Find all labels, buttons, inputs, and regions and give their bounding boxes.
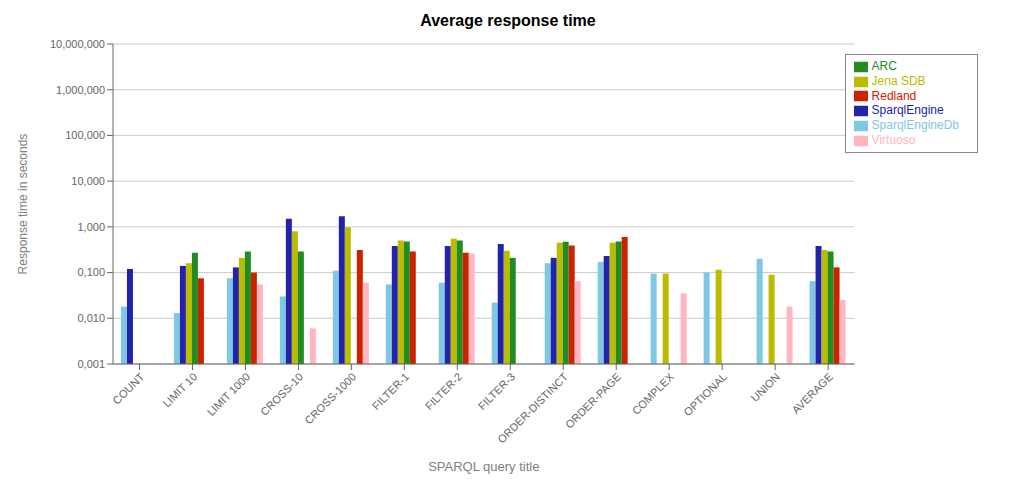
- svg-text:ORDER-DISTINCT: ORDER-DISTINCT: [495, 370, 570, 445]
- html-text:Redland: Redland: [871, 88, 917, 103]
- svg-text:0,100: 0,100: [77, 266, 105, 278]
- svg-text:FILTER-3: FILTER-3: [476, 370, 518, 412]
- html-text:Average response time: Average response time: [420, 12, 596, 29]
- html-text:SparqlEngine: SparqlEngine: [871, 103, 944, 118]
- svg-text:Response time in seconds: Response time in seconds: [16, 134, 30, 275]
- svg-text:AVERAGE: AVERAGE: [790, 370, 836, 416]
- svg-text:10,000: 10,000: [71, 175, 105, 187]
- svg-text:100,000: 100,000: [65, 129, 105, 141]
- html-text:ARC: ARC: [871, 59, 897, 73]
- html-text:Virtuoso: Virtuoso: [871, 133, 916, 148]
- svg-text:1,000: 1,000: [77, 221, 105, 233]
- svg-text:LIMIT 10: LIMIT 10: [160, 370, 199, 409]
- svg-text:0,010: 0,010: [77, 312, 105, 324]
- html-text:Jena SDB: Jena SDB: [871, 73, 926, 88]
- svg-text:ORDER-PAGE: ORDER-PAGE: [563, 370, 623, 430]
- svg-text:FILTER-2: FILTER-2: [423, 370, 465, 412]
- svg-text:CROSS-1000: CROSS-1000: [302, 370, 358, 426]
- svg-text:1,000,000: 1,000,000: [56, 84, 105, 96]
- svg-text:10,000,000: 10,000,000: [50, 38, 105, 50]
- svg-text:OPTIONAL: OPTIONAL: [681, 370, 729, 418]
- html-text:SparqlEngineDb: SparqlEngineDb: [871, 118, 959, 133]
- svg-text:COUNT: COUNT: [110, 370, 146, 406]
- svg-text:0,001: 0,001: [77, 358, 105, 370]
- svg-text:UNION: UNION: [749, 370, 783, 404]
- svg-text:LIMIT 1000: LIMIT 1000: [205, 370, 253, 418]
- svg-text:COMPLEX: COMPLEX: [630, 370, 677, 417]
- svg-text:SPARQL query title: SPARQL query title: [428, 459, 539, 474]
- svg-text:FILTER-1: FILTER-1: [370, 370, 412, 412]
- svg-text:CROSS-10: CROSS-10: [258, 370, 305, 417]
